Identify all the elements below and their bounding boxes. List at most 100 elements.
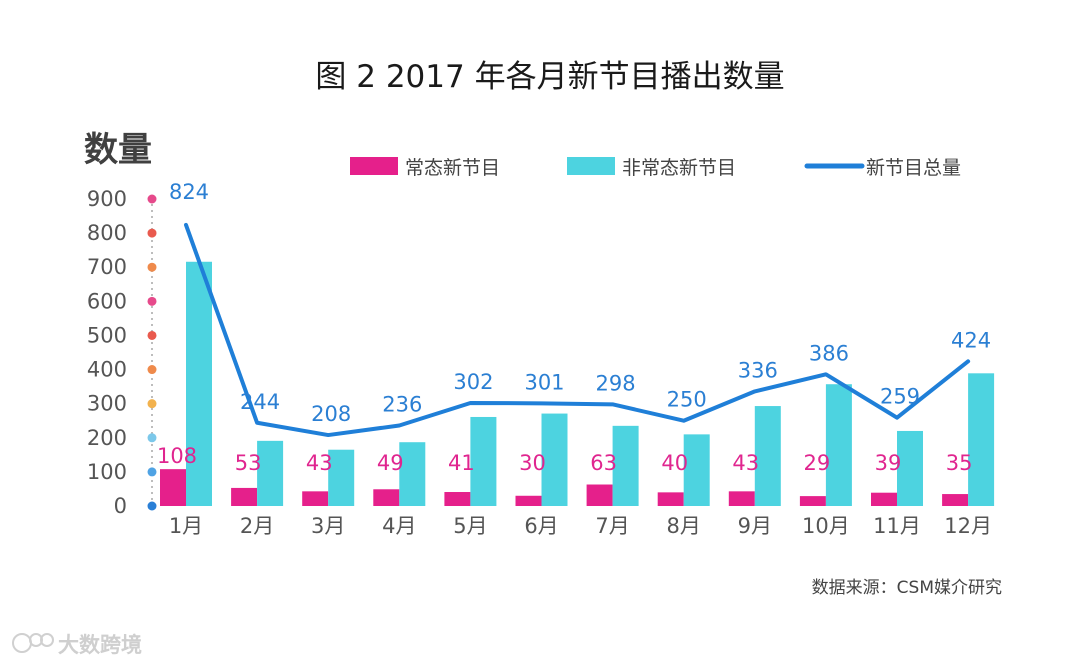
x-tick-label: 7月 bbox=[595, 514, 629, 538]
bar-regular bbox=[302, 491, 329, 506]
total-line-series bbox=[184, 222, 971, 438]
bar-value-label: 30 bbox=[519, 451, 546, 475]
y-axis-dot bbox=[147, 365, 157, 375]
line-value-label: 301 bbox=[524, 370, 564, 394]
line-value-label: 250 bbox=[667, 388, 707, 412]
y-axis-dot bbox=[147, 467, 157, 477]
legend-swatch-regular bbox=[350, 157, 398, 175]
total-line bbox=[184, 222, 971, 438]
legend-swatch-irregular bbox=[567, 157, 615, 175]
bar-regular bbox=[728, 491, 755, 506]
y-tick-label: 100 bbox=[87, 460, 127, 484]
bar-irregular bbox=[257, 440, 284, 506]
bar-regular bbox=[515, 495, 542, 506]
bar-irregular bbox=[754, 406, 781, 506]
y-tick-label: 900 bbox=[87, 187, 127, 211]
bar-value-label: 49 bbox=[377, 451, 404, 475]
x-tick-label: 9月 bbox=[738, 514, 772, 538]
bar-irregular bbox=[897, 430, 923, 506]
y-axis-dot bbox=[147, 262, 157, 272]
bar-value-label: 35 bbox=[946, 451, 973, 475]
line-value-label: 336 bbox=[738, 358, 778, 382]
y-axis-dot bbox=[147, 501, 157, 511]
line-value-label: 236 bbox=[382, 392, 422, 416]
bar-value-label: 41 bbox=[448, 451, 475, 475]
line-value-label: 424 bbox=[951, 328, 991, 352]
bar-irregular bbox=[541, 413, 568, 506]
x-tick-label: 3月 bbox=[311, 514, 345, 538]
bar-regular bbox=[160, 469, 186, 506]
bar-value-label: 108 bbox=[157, 444, 197, 468]
line-value-label: 244 bbox=[240, 390, 280, 414]
y-axis-dot bbox=[147, 330, 157, 340]
chart-title: 图 2 2017 年各月新节目播出数量 bbox=[315, 59, 784, 95]
bar-value-label: 63 bbox=[590, 451, 617, 475]
bar-value-label: 39 bbox=[875, 451, 902, 475]
y-axis-dot bbox=[147, 399, 157, 409]
bar-value-label: 29 bbox=[804, 451, 831, 475]
bar-irregular bbox=[186, 261, 212, 506]
bar-value-label: 40 bbox=[661, 451, 688, 475]
bar-regular bbox=[799, 496, 826, 506]
y-axis-dot bbox=[147, 433, 157, 443]
line-value-label: 302 bbox=[453, 370, 493, 394]
bar-irregular bbox=[968, 373, 995, 506]
bar-regular bbox=[373, 489, 400, 506]
y-axis-dot bbox=[147, 228, 157, 238]
y-tick-label: 700 bbox=[87, 255, 127, 279]
source-note: 数据来源：CSM媒介研究 bbox=[812, 578, 1002, 598]
line-value-label: 259 bbox=[880, 385, 920, 409]
x-tick-label: 8月 bbox=[667, 514, 701, 538]
y-tick-label: 500 bbox=[87, 323, 127, 347]
x-tick-label: 6月 bbox=[524, 514, 558, 538]
x-tick-label: 1月 bbox=[169, 514, 203, 538]
bar-regular bbox=[871, 492, 897, 506]
y-tick-label: 800 bbox=[87, 221, 127, 245]
bar-regular bbox=[657, 492, 684, 506]
legend: 常态新节目 非常态新节目 新节目总量 bbox=[350, 157, 961, 179]
bar-irregular bbox=[683, 434, 710, 506]
y-tick-label: 300 bbox=[87, 392, 127, 416]
x-tick-label: 11月 bbox=[873, 514, 921, 538]
y-axis-dots bbox=[147, 194, 157, 511]
bar-regular bbox=[586, 484, 613, 506]
bar-irregular bbox=[470, 416, 497, 506]
x-tick-label: 2月 bbox=[240, 514, 274, 538]
bar-irregular bbox=[825, 384, 852, 506]
x-tick-label: 12月 bbox=[944, 514, 992, 538]
y-tick-label: 600 bbox=[87, 289, 127, 313]
bar-irregular bbox=[328, 449, 355, 506]
y-axis-ticks: 0 100 200 300 400 500 600 700 800 900 bbox=[87, 187, 127, 518]
y-axis-dot bbox=[147, 296, 157, 306]
y-axis-dot bbox=[147, 194, 157, 204]
bar-value-label: 43 bbox=[306, 451, 333, 475]
y-tick-label: 200 bbox=[87, 426, 127, 450]
line-value-label: 298 bbox=[596, 371, 636, 395]
line-value-label: 386 bbox=[809, 341, 849, 365]
y-tick-label: 400 bbox=[87, 358, 127, 382]
watermark-text: 大数跨境 bbox=[58, 633, 142, 657]
x-tick-label: 5月 bbox=[453, 514, 487, 538]
line-value-label: 208 bbox=[311, 402, 351, 426]
y-tick-label: 0 bbox=[114, 494, 127, 518]
bar-value-label: 43 bbox=[732, 451, 759, 475]
y-axis-label: 数量 bbox=[84, 130, 152, 170]
bar-data-labels: 108 53 43 49 41 30 63 40 43 29 39 35 bbox=[157, 444, 973, 475]
line-value-label: 824 bbox=[169, 180, 209, 204]
bar-irregular bbox=[612, 425, 639, 506]
legend-label-total: 新节目总量 bbox=[866, 157, 961, 179]
bar-regular bbox=[231, 487, 258, 506]
watermark: 大数跨境 bbox=[12, 633, 142, 657]
bar-value-label: 53 bbox=[235, 451, 262, 475]
bars bbox=[160, 261, 995, 506]
legend-label-irregular: 非常态新节目 bbox=[622, 157, 736, 179]
legend-label-regular: 常态新节目 bbox=[405, 157, 500, 179]
x-axis-ticks: 1月 2月 3月 4月 5月 6月 7月 8月 9月 10月 11月 12月 bbox=[169, 514, 992, 538]
x-tick-label: 10月 bbox=[802, 514, 850, 538]
x-tick-label: 4月 bbox=[382, 514, 416, 538]
bar-regular bbox=[444, 492, 471, 506]
watermark-logo-icon bbox=[12, 633, 54, 653]
bar-irregular bbox=[399, 442, 426, 506]
line-data-labels: 824 244 208 236 302 301 298 250 336 386 259 424 bbox=[169, 180, 991, 426]
